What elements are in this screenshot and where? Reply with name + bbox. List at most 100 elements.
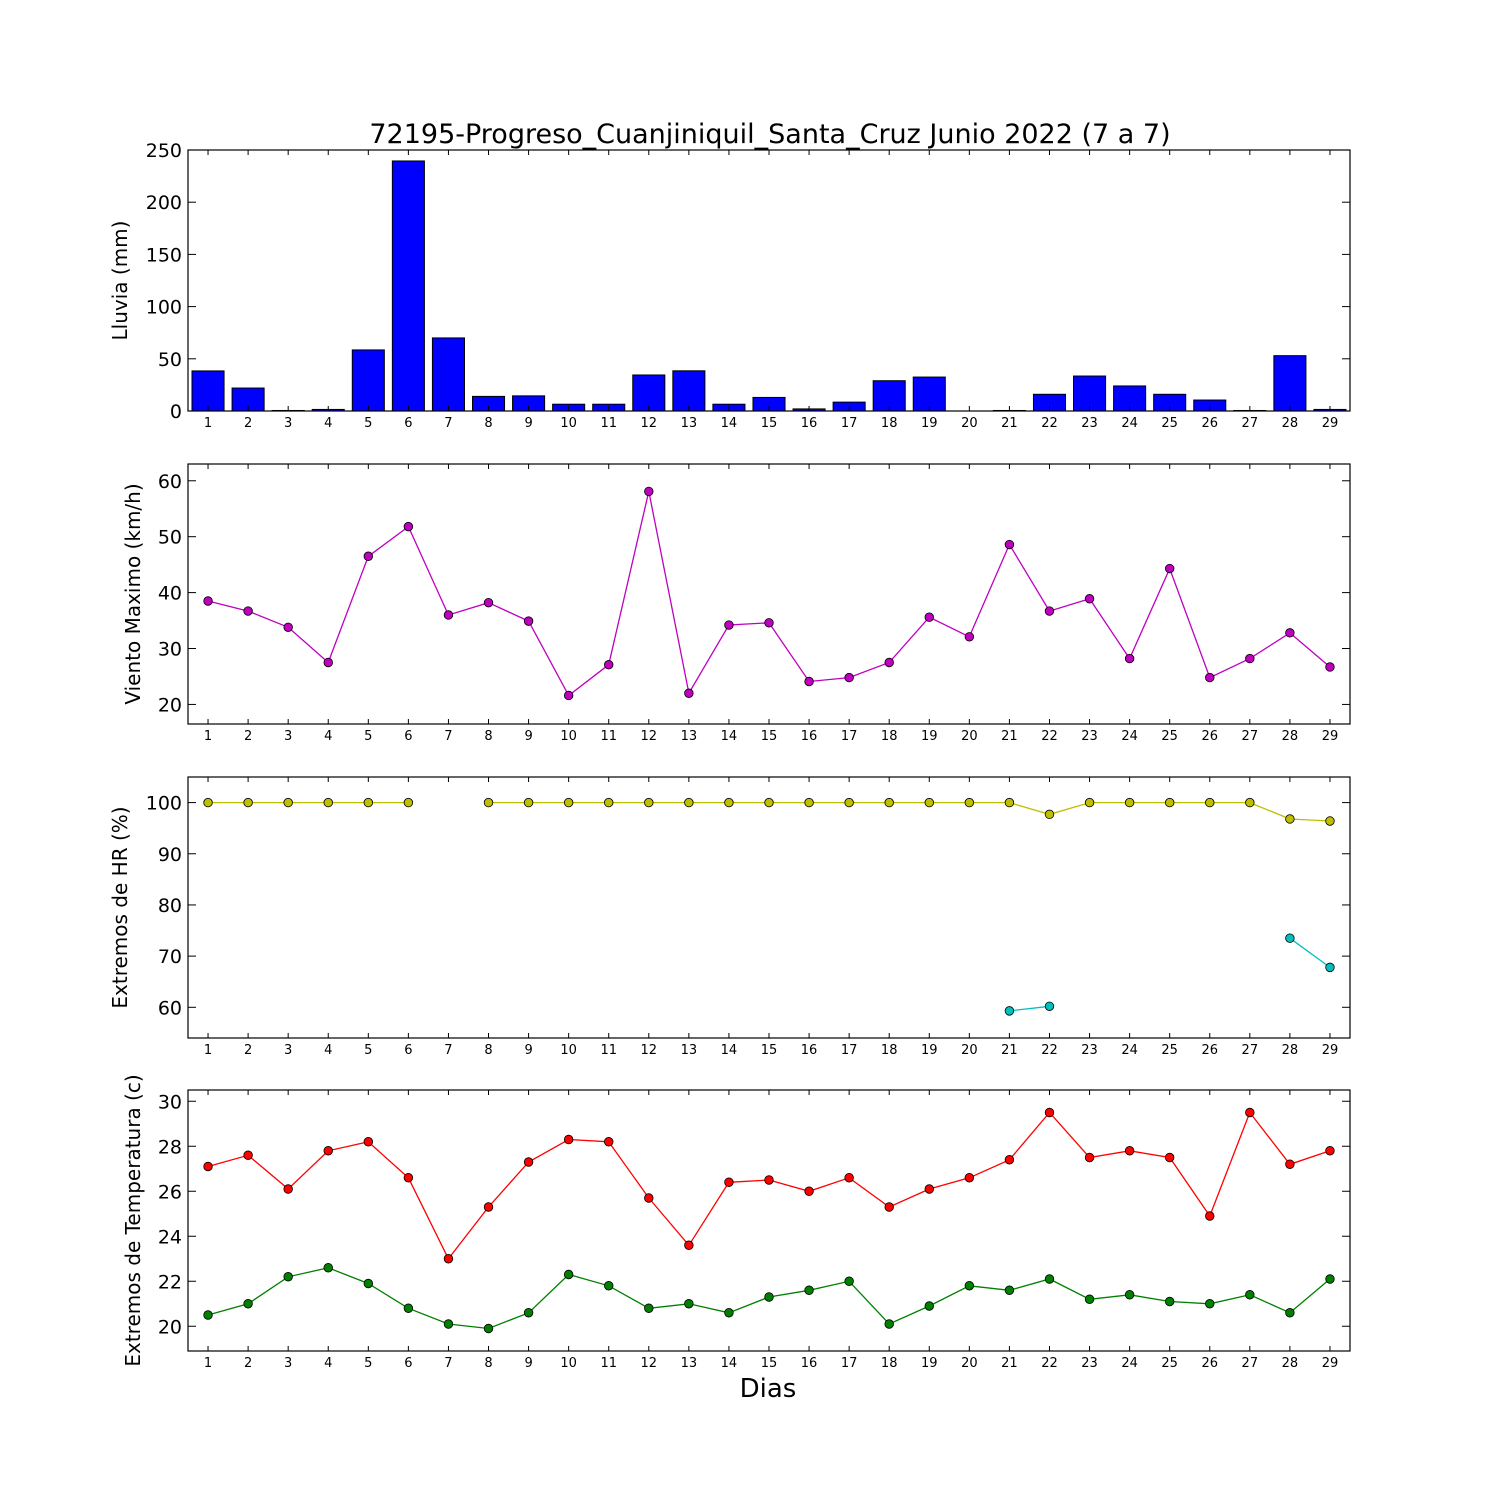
x-tick-label: 16 xyxy=(801,1043,818,1058)
data-point xyxy=(1084,797,1095,808)
data-point xyxy=(1205,1211,1215,1221)
x-tick-label: 3 xyxy=(284,1043,292,1058)
x-tick-label: 23 xyxy=(1081,1356,1098,1371)
data-point xyxy=(924,612,934,622)
x-tick-label: 16 xyxy=(801,1356,818,1371)
x-tick-label: 19 xyxy=(921,729,938,744)
x-tick-label: 26 xyxy=(1201,1043,1218,1058)
x-tick-label: 11 xyxy=(600,729,617,744)
x-tick-label: 3 xyxy=(284,1356,292,1371)
x-tick-label: 12 xyxy=(641,729,658,744)
data-point xyxy=(523,1157,534,1167)
data-point xyxy=(483,1202,494,1212)
data-point xyxy=(764,1292,774,1302)
data-point xyxy=(523,797,534,808)
data-point xyxy=(1205,672,1215,683)
y-tick-label: 70 xyxy=(158,946,182,968)
series-line-2 xyxy=(1009,937,1331,1012)
data-point xyxy=(644,1193,654,1203)
y-tick-label: 22 xyxy=(158,1271,182,1293)
y-tick-label: 30 xyxy=(158,639,182,661)
data-point xyxy=(924,797,934,808)
data-point xyxy=(403,1173,414,1183)
y-tick-label: 20 xyxy=(158,694,182,716)
data-point xyxy=(403,1303,414,1313)
data-point xyxy=(1205,797,1215,808)
data-point xyxy=(1285,628,1295,638)
data-point xyxy=(1245,1290,1255,1300)
data-point xyxy=(844,1276,854,1286)
y-tick-label: 26 xyxy=(158,1181,182,1203)
x-tick-label: 22 xyxy=(1041,1356,1058,1371)
x-tick-label: 9 xyxy=(524,729,532,744)
x-tick-label: 10 xyxy=(560,1356,577,1371)
x-tick-label: 5 xyxy=(364,729,372,744)
data-point xyxy=(1285,1308,1295,1318)
y-tick-label: 100 xyxy=(146,297,182,319)
bar xyxy=(191,370,225,412)
data-point xyxy=(1004,1155,1015,1165)
data-point xyxy=(523,1308,534,1318)
x-tick-label: 24 xyxy=(1121,1356,1138,1371)
data-point xyxy=(804,676,814,687)
data-point xyxy=(283,622,293,632)
x-axis-label: Dias xyxy=(740,1374,797,1404)
x-tick-label: 18 xyxy=(881,729,898,744)
y-tick-label: 100 xyxy=(146,793,182,815)
x-tick-label: 28 xyxy=(1282,1356,1299,1371)
y-tick-label: 60 xyxy=(158,997,182,1019)
data-point xyxy=(563,797,574,808)
x-tick-label: 15 xyxy=(761,1043,778,1058)
data-point xyxy=(563,690,574,701)
data-point xyxy=(1285,933,1295,943)
data-point xyxy=(203,1310,213,1320)
data-point xyxy=(1285,1159,1295,1169)
x-tick-label: 15 xyxy=(761,416,778,431)
data-point xyxy=(764,1175,774,1185)
x-tick-label: 10 xyxy=(560,1043,577,1058)
data-point xyxy=(1245,1107,1255,1118)
y-tick-label: 24 xyxy=(158,1226,182,1248)
data-point xyxy=(363,1278,374,1289)
x-tick-label: 14 xyxy=(721,729,738,744)
x-tick-label: 13 xyxy=(681,416,698,431)
x-tick-label: 24 xyxy=(1121,729,1138,744)
x-tick-label: 14 xyxy=(721,1043,738,1058)
bar xyxy=(391,160,425,412)
data-point xyxy=(323,1263,333,1273)
data-point xyxy=(884,657,894,668)
bar xyxy=(351,349,385,412)
data-point xyxy=(1325,662,1335,672)
data-point xyxy=(1124,653,1135,664)
data-point xyxy=(1084,594,1095,604)
data-point xyxy=(804,1285,814,1295)
data-point xyxy=(243,797,253,808)
bar xyxy=(872,380,906,412)
data-point xyxy=(563,1134,574,1145)
data-point xyxy=(1004,797,1015,808)
y-tick-label: 80 xyxy=(158,895,182,917)
y-tick-label: 60 xyxy=(158,471,182,493)
x-tick-label: 6 xyxy=(404,416,412,431)
x-tick-label: 4 xyxy=(324,1043,332,1058)
panel-2: 1 2 3 4 5 6 7 8 9 10 11 12 13 14 15 16 17 18 19 20 21 22 23 24 2… xyxy=(121,463,1351,744)
x-tick-label: 7 xyxy=(444,1043,452,1058)
x-tick-label: 20 xyxy=(961,1043,978,1058)
data-point xyxy=(443,1254,454,1264)
data-point xyxy=(924,1301,934,1311)
data-point xyxy=(684,1299,694,1309)
data-point xyxy=(724,1177,734,1187)
x-tick-label: 13 xyxy=(681,729,698,744)
x-tick-label: 21 xyxy=(1001,1356,1018,1371)
data-point xyxy=(884,1202,894,1212)
x-tick-label: 16 xyxy=(801,729,818,744)
x-tick-label: 9 xyxy=(524,1043,532,1058)
y-axis-label: Extremos de HR (%) xyxy=(108,806,132,1008)
x-tick-label: 17 xyxy=(841,416,858,431)
x-tick-label: 18 xyxy=(881,1043,898,1058)
x-tick-label: 25 xyxy=(1161,1043,1178,1058)
data-point xyxy=(724,620,734,630)
x-tick-label: 26 xyxy=(1201,729,1218,744)
data-point xyxy=(1325,1274,1335,1284)
data-point xyxy=(483,597,494,608)
